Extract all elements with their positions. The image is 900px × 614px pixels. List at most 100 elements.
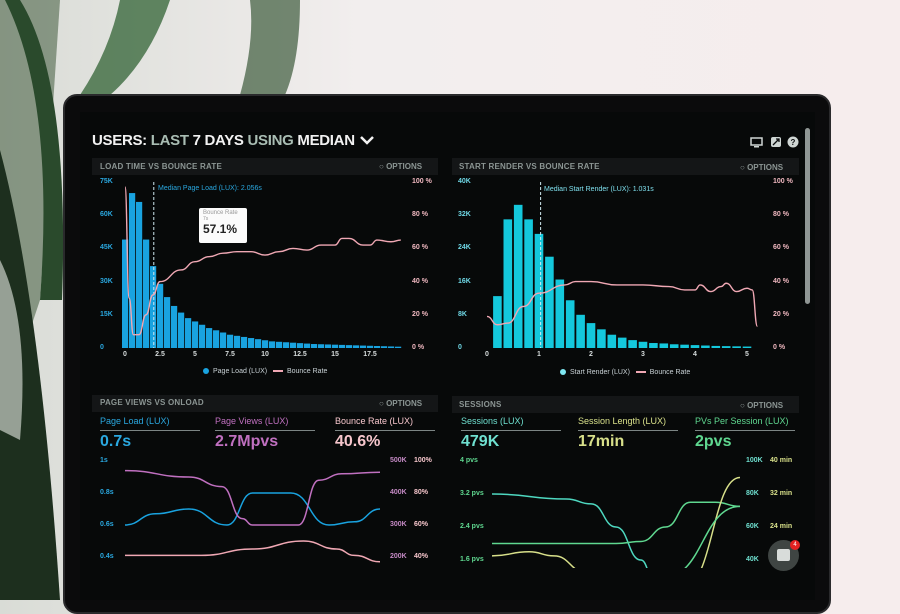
bar [701,345,710,348]
bar [185,318,192,348]
notification-badge: 4 [790,540,800,550]
y-tick-right: 100 % [773,178,793,185]
stat-value: 40.6% [335,433,381,450]
chevron-down-icon[interactable] [359,135,375,145]
median-annotation: Median Start Render (LUX): 1.031s [544,186,654,193]
bar [597,329,606,348]
y-tick-right: 0 % [773,344,786,351]
y-tick-right: 60 % [412,244,428,252]
options-label: OPTIONS [747,163,784,172]
plant-background [0,0,300,600]
tooltip-value: 57.1% [203,222,238,236]
stat-divider [461,430,561,431]
bar [669,344,679,348]
y-tick-right: 200K [390,553,407,560]
panel-title: PAGE VIEWS VS ONLOAD [100,398,204,407]
legend-item-bounce[interactable]: Bounce Rate [635,369,690,376]
series-line [124,492,381,526]
options-button[interactable]: ○ OPTIONS [740,163,784,172]
series-line [125,540,381,563]
bar [325,344,332,348]
svg-text:?: ? [791,138,796,147]
y-tick-right: 32 min [770,490,793,497]
y-tick-right: 24 min [770,523,793,530]
panel-header-load-time [92,158,438,175]
stat-label: Page Views (LUX) [215,416,289,426]
stat-divider [215,430,315,431]
median-annotation: Median Page Load (LUX): 2.056s [158,185,262,192]
panel-header-page-views [92,395,438,412]
stat-label: Bounce Rate (LUX) [335,416,414,426]
x-tick: 1 [537,351,541,358]
options-button[interactable]: ○ OPTIONS [379,399,423,408]
y-tick-left: 30K [100,277,113,285]
bar [164,297,171,348]
bar [649,343,658,348]
options-button[interactable]: ○ OPTIONS [379,162,423,171]
bar [297,343,304,348]
y-tick-left: 0.8s [100,489,114,496]
title-users: USERS: [92,132,147,149]
bar [628,340,637,348]
title-median[interactable]: MEDIAN [297,132,355,149]
y-tick-right: 60% [414,521,429,528]
bar [206,328,213,348]
stat-divider [695,430,795,431]
legend: Start Render (LUX) Bounce Rate [560,369,690,376]
options-label: OPTIONS [386,399,423,408]
bar [367,345,374,348]
header-icons: ? [750,136,799,148]
tooltip: Bounce Rate 7s 57.1% [199,208,247,243]
y-tick-left: 0 [458,344,462,351]
bar [248,338,255,348]
page-title[interactable]: USERS: LAST 7 DAYS USING MEDIAN [92,132,375,149]
y-tick-right: 0 % [412,344,425,351]
legend: Page Load (LUX) Bounce Rate [203,368,327,375]
bar [220,332,227,348]
bar [150,266,157,348]
monitor-icon[interactable] [750,137,763,148]
bar [269,341,276,348]
stat-value: 17min [578,433,625,450]
series-line [492,501,741,545]
y-tick-right: 80 % [773,211,789,219]
bar [290,342,297,348]
bounce-rate-line [486,280,759,328]
legend-label: Bounce Rate [286,368,328,375]
bar [129,193,136,348]
bar [732,346,741,348]
title-days[interactable]: 7 DAYS [192,132,244,149]
help-icon[interactable]: ? [787,136,799,148]
dashboard-screen [80,112,815,600]
stat-label: Sessions (LUX) [461,416,524,426]
legend-item-bounce[interactable]: Bounce Rate [272,368,328,375]
x-tick: 2 [589,351,593,358]
options-button[interactable]: ○ OPTIONS [740,401,784,410]
y-tick-left: 60K [100,211,113,219]
share-icon[interactable] [771,137,781,147]
bar [388,346,395,348]
y-tick-right: 20 % [412,310,428,318]
bar [690,345,700,348]
bar [524,219,533,348]
legend-item-page-load[interactable]: Page Load (LUX) [203,368,267,375]
panel-title: START RENDER VS BOUNCE RATE [459,162,600,171]
bar [721,346,731,348]
stat-divider [100,430,200,431]
options-label: OPTIONS [747,401,784,410]
bar [122,239,129,348]
x-tick: 4 [693,351,697,358]
legend-label: Start Render (LUX) [570,369,630,376]
bar [360,345,367,348]
options-label: OPTIONS [386,162,423,171]
scrollbar[interactable] [805,128,810,304]
bar [493,296,502,348]
y-tick-left: 0.6s [100,521,114,528]
y-tick-right: 80K [746,490,759,497]
y-tick-left: 0 [100,344,104,351]
legend-item-start-render[interactable]: Start Render (LUX) [560,369,630,376]
bar [534,233,544,348]
x-tick: 17.5 [363,351,377,358]
y-tick-right: 20 % [773,310,789,318]
y-tick-right: 100 % [412,178,432,185]
